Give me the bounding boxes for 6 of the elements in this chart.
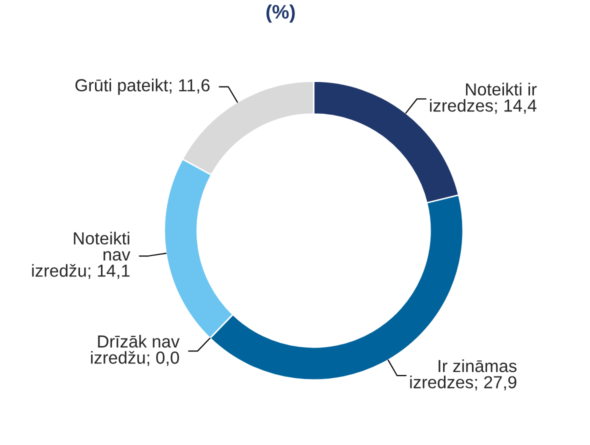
slice-label: Noteikti nav izredžu; 14,1 [32, 232, 130, 279]
legend-label: Drīzāk nav izredžu; 0,0 [91, 334, 180, 366]
slice-label: Grūti pateikt; 11,6 [75, 78, 210, 95]
chart-title: (%) [266, 4, 295, 23]
slice-label: Ir zināmas izredzes; 27,9 [410, 359, 516, 390]
slice-label: Noteikti ir izredzes; 14,4 [430, 82, 537, 114]
